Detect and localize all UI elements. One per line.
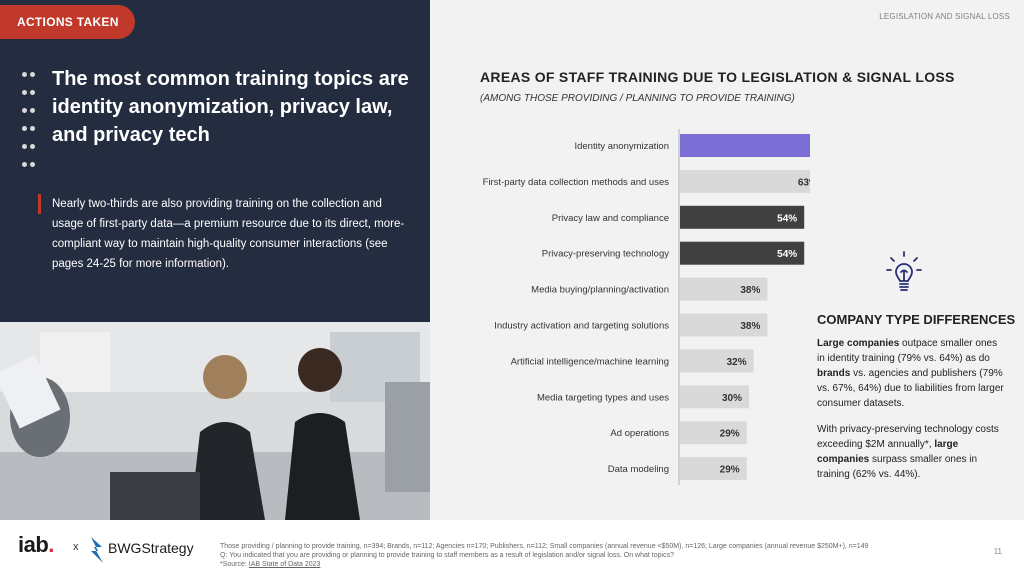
chart-subtitle: (AMONG THOSE PROVIDING / PLANNING TO PRO… [480, 93, 795, 104]
category-label: Industry activation and targeting soluti… [494, 321, 669, 332]
bar [680, 313, 768, 337]
headline: The most common training topics are iden… [52, 68, 409, 146]
bar [680, 169, 810, 193]
value-label: 30% [722, 393, 742, 404]
bar [680, 205, 805, 229]
value-label: 38% [740, 285, 760, 296]
value-label: 32% [727, 357, 747, 368]
company-differences-paragraph-2: With privacy-preserving technology costs… [817, 422, 1007, 482]
category-label: Media targeting types and uses [537, 392, 669, 403]
paragraph-run: outpace smaller ones in identity trainin… [817, 338, 998, 364]
footnote-source: *Source: IAB State of Data 2023 [220, 560, 980, 569]
category-label: Ad operations [610, 428, 669, 439]
bwg-logo-text: BWGStrategy [108, 540, 194, 556]
partner-separator: x [73, 541, 79, 553]
category-label: Media buying/planning/activation [531, 285, 669, 296]
value-label: 54% [777, 213, 797, 224]
iab-logo: iab. [18, 532, 54, 557]
bar [680, 277, 768, 301]
footer [0, 520, 1024, 575]
category-label: Privacy law and compliance [552, 213, 669, 224]
category-label: Identity anonymization [574, 141, 669, 152]
paragraph-run: Large companies [817, 338, 900, 349]
bar [680, 457, 747, 481]
footnote-question: Q: You indicated that you are providing … [220, 552, 674, 559]
company-differences-title: COMPANY TYPE DIFFERENCES [817, 312, 1016, 327]
value-label: 54% [777, 249, 797, 260]
footnotes: Those providing / planning to provide tr… [220, 542, 980, 569]
chart-title: AREAS OF STAFF TRAINING DUE TO LEGISLATI… [480, 69, 955, 85]
lightbulb-icon [886, 251, 922, 291]
category-label: Privacy-preserving technology [542, 249, 670, 260]
value-label: 29% [720, 429, 740, 440]
company-differences-paragraph-1: Large companies outpace smaller ones in … [817, 336, 1007, 411]
office-photo [0, 322, 430, 520]
paragraph-run: vs. agencies and publishers (79% vs. 67%… [817, 368, 1004, 409]
page-number: 11 [993, 547, 1002, 556]
bar [680, 421, 747, 445]
paragraph-run: brands [817, 368, 851, 379]
bar [680, 241, 805, 265]
category-label: First-party data collection methods and … [483, 177, 670, 188]
accent-bar [38, 194, 41, 214]
body-text: Nearly two-thirds are also providing tra… [52, 198, 405, 270]
bwg-logo-mark [91, 537, 103, 563]
left-panel [0, 0, 430, 322]
footnote-sample: Those providing / planning to provide tr… [220, 543, 869, 550]
section-badge: ACTIONS TAKEN [0, 5, 135, 39]
bar [680, 134, 810, 157]
category-label: Data modeling [608, 464, 669, 475]
source-prefix: *Source: [220, 561, 249, 568]
bar [680, 349, 754, 373]
paragraph-run: large companies [817, 439, 959, 465]
section-label: LEGISLATION AND SIGNAL LOSS [879, 12, 1010, 21]
value-label: 29% [720, 465, 740, 476]
bar-chart: Identity anonymization69%First-party dat… [483, 129, 810, 485]
bar [680, 385, 749, 409]
paragraph-run: With privacy-preserving technology costs… [817, 424, 999, 450]
value-label: 63% [798, 177, 810, 188]
decorative-dots [22, 70, 42, 178]
value-label: 38% [740, 321, 760, 332]
source-link[interactable]: IAB State of Data 2023 [248, 561, 321, 568]
category-label: Artificial intelligence/machine learning [511, 356, 669, 367]
paragraph-run: surpass smaller ones in training (62% vs… [817, 454, 978, 480]
